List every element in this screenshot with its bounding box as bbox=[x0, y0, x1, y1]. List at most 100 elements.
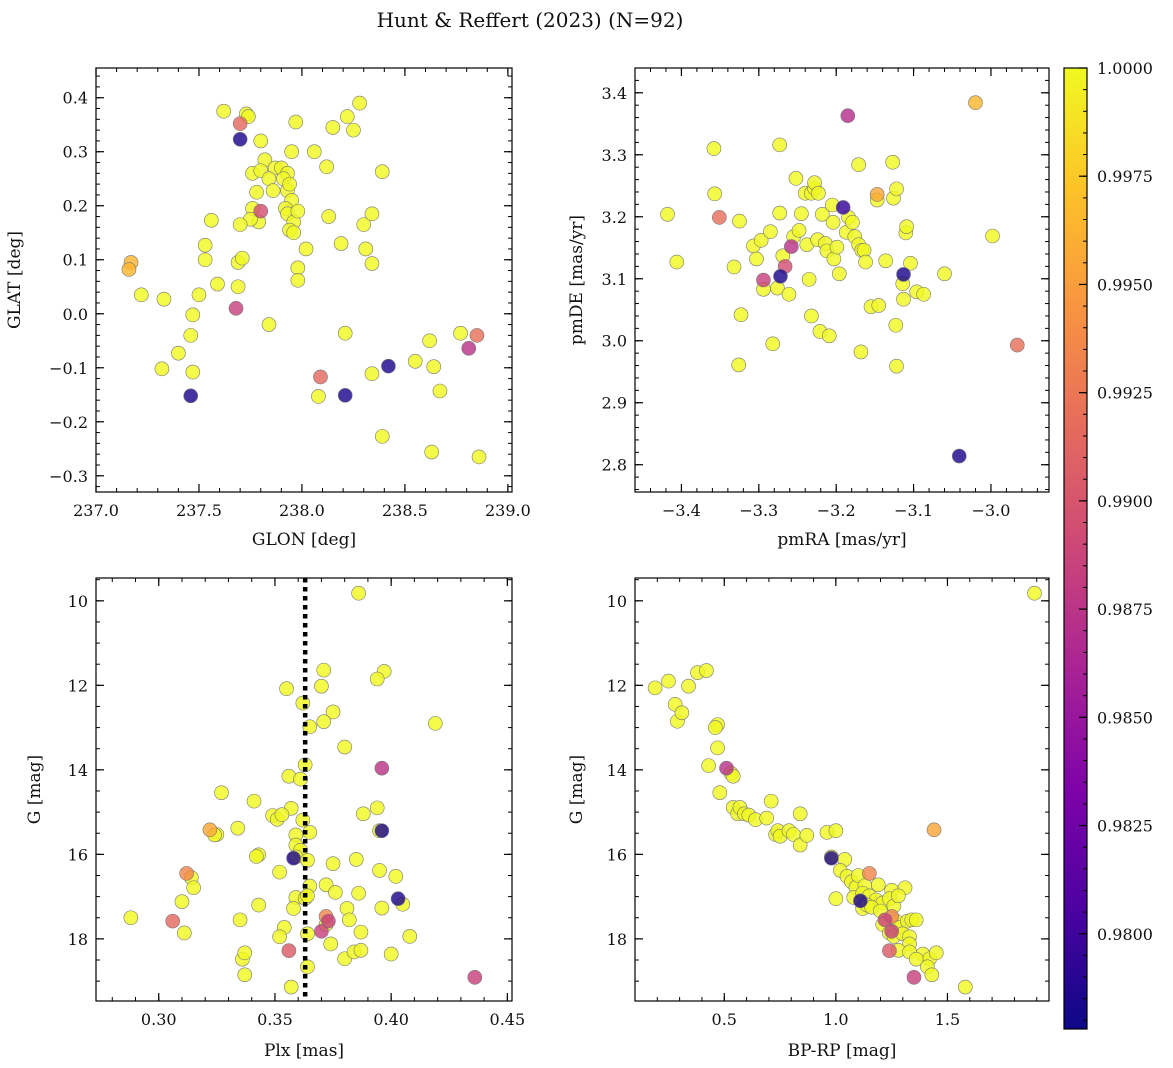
scatter-point bbox=[374, 823, 390, 839]
scatter-point bbox=[759, 810, 774, 826]
scatter-point bbox=[179, 866, 194, 881]
scatter-point bbox=[889, 181, 904, 197]
x-tick-label: 238.5 bbox=[382, 501, 428, 520]
scatter-point bbox=[253, 133, 269, 149]
scatter-point bbox=[891, 888, 906, 904]
scatter-point bbox=[328, 885, 343, 900]
scatter-point bbox=[908, 951, 924, 967]
scatter-point bbox=[821, 328, 837, 344]
scatter-point bbox=[197, 237, 213, 253]
scatter-point bbox=[701, 758, 716, 773]
scatter-point bbox=[871, 298, 887, 313]
y-axis-label: pmDE [mas/yr] bbox=[567, 215, 587, 345]
scatter-point bbox=[899, 219, 914, 234]
scatter-point bbox=[314, 923, 329, 939]
scatter-point bbox=[381, 358, 396, 374]
x-tick-label: −3.1 bbox=[894, 501, 933, 520]
scatter-point bbox=[321, 913, 336, 929]
scatter-point bbox=[471, 449, 487, 465]
y-axis-label: GLAT [deg] bbox=[5, 231, 25, 329]
y-tick-label: −0.1 bbox=[49, 359, 88, 378]
scatter-point bbox=[799, 828, 815, 843]
scatter-point bbox=[853, 344, 869, 360]
colorbar-tick-label: 0.9850 bbox=[1097, 708, 1153, 727]
y-axis-label: G [mag] bbox=[25, 755, 45, 824]
scatter-point bbox=[835, 200, 851, 215]
scatter-point bbox=[300, 888, 315, 904]
scatter-point bbox=[710, 740, 725, 756]
colorbar-tick-label: 0.9825 bbox=[1097, 817, 1153, 836]
scatter-point bbox=[290, 203, 306, 219]
scatter-point bbox=[828, 891, 844, 907]
scatter-point bbox=[352, 95, 367, 111]
scatter-point bbox=[661, 673, 676, 689]
scatter-point bbox=[355, 806, 371, 822]
scatter-point bbox=[300, 959, 315, 975]
scatter-point bbox=[185, 364, 201, 380]
scatter-point bbox=[814, 206, 830, 222]
colorbar-tick-label: 0.9950 bbox=[1097, 275, 1153, 294]
scatter-point bbox=[862, 866, 877, 881]
scatter-point bbox=[311, 389, 326, 404]
y-tick-label: 0.4 bbox=[63, 89, 88, 108]
scatter-point bbox=[351, 585, 366, 601]
scatter-point bbox=[183, 328, 199, 343]
scatter-point bbox=[337, 739, 352, 755]
panel-color-magnitude: 0.5 1.0 1.5 10 12 14 16 18 BP-RP [mag] G [mag] bbox=[567, 577, 1050, 1061]
scatter-point bbox=[877, 912, 893, 928]
scatter-point bbox=[249, 184, 264, 200]
scatter-point bbox=[300, 926, 315, 942]
scatter-point bbox=[261, 317, 277, 332]
scatter-point bbox=[313, 369, 328, 385]
scatter-point bbox=[924, 967, 940, 983]
scatter-point bbox=[1009, 337, 1025, 353]
scatter-point bbox=[284, 144, 299, 160]
scatter-point bbox=[885, 154, 900, 170]
data-layer bbox=[660, 95, 1025, 464]
scatter-point bbox=[210, 276, 225, 292]
scatter-point bbox=[364, 256, 380, 271]
x-tick-label: 237.5 bbox=[176, 501, 222, 520]
panel-glon-glat: 237.0 237.5 238.0 238.5 239.0 −0.3 −0.2 −0.1 0.0… bbox=[5, 67, 531, 550]
x-tick-label: 239.0 bbox=[485, 501, 531, 520]
scatter-point bbox=[171, 345, 186, 361]
scatter-point bbox=[237, 945, 253, 961]
scatter-point bbox=[232, 116, 248, 131]
scatter-point bbox=[191, 287, 207, 303]
scatter-point bbox=[230, 820, 246, 836]
scatter-point bbox=[432, 383, 448, 399]
scatter-point bbox=[204, 213, 219, 228]
scatter-point bbox=[123, 910, 139, 926]
scatter-point bbox=[319, 159, 334, 175]
scatter-point bbox=[274, 807, 290, 822]
x-tick-label: −3.3 bbox=[739, 501, 778, 520]
x-tick-label: 0.45 bbox=[490, 1010, 526, 1029]
scatter-point bbox=[356, 217, 372, 232]
scatter-point bbox=[321, 209, 337, 224]
x-tick-label: 238.0 bbox=[279, 501, 325, 520]
scatter-point bbox=[290, 260, 306, 276]
scatter-point bbox=[461, 341, 477, 356]
scatter-point bbox=[660, 206, 675, 222]
scatter-point bbox=[845, 215, 860, 230]
scatter-point bbox=[351, 885, 366, 901]
scatter-point bbox=[183, 388, 199, 404]
scatter-point bbox=[772, 205, 788, 221]
scatter-point bbox=[314, 678, 329, 694]
scatter-point bbox=[870, 877, 886, 893]
y-tick-label: 3.3 bbox=[602, 146, 627, 165]
x-tick-label: 1.0 bbox=[823, 1010, 848, 1029]
scatter-point bbox=[288, 114, 304, 130]
scatter-point bbox=[467, 970, 483, 985]
axes-frame bbox=[634, 67, 1050, 493]
scatter-point bbox=[156, 291, 172, 307]
colorbar-ticks: 0.9800 0.9825 0.9850 0.9875 0.9900 0.9925 0.99… bbox=[1079, 59, 1153, 1021]
scatter-point bbox=[297, 757, 313, 773]
scatter-point bbox=[706, 141, 722, 156]
y-tick-label: 0.0 bbox=[63, 305, 88, 324]
scatter-point bbox=[316, 662, 332, 678]
scatter-point bbox=[908, 912, 924, 928]
y-tick-label: −0.3 bbox=[49, 467, 88, 486]
y-tick-label: −0.2 bbox=[49, 413, 88, 432]
